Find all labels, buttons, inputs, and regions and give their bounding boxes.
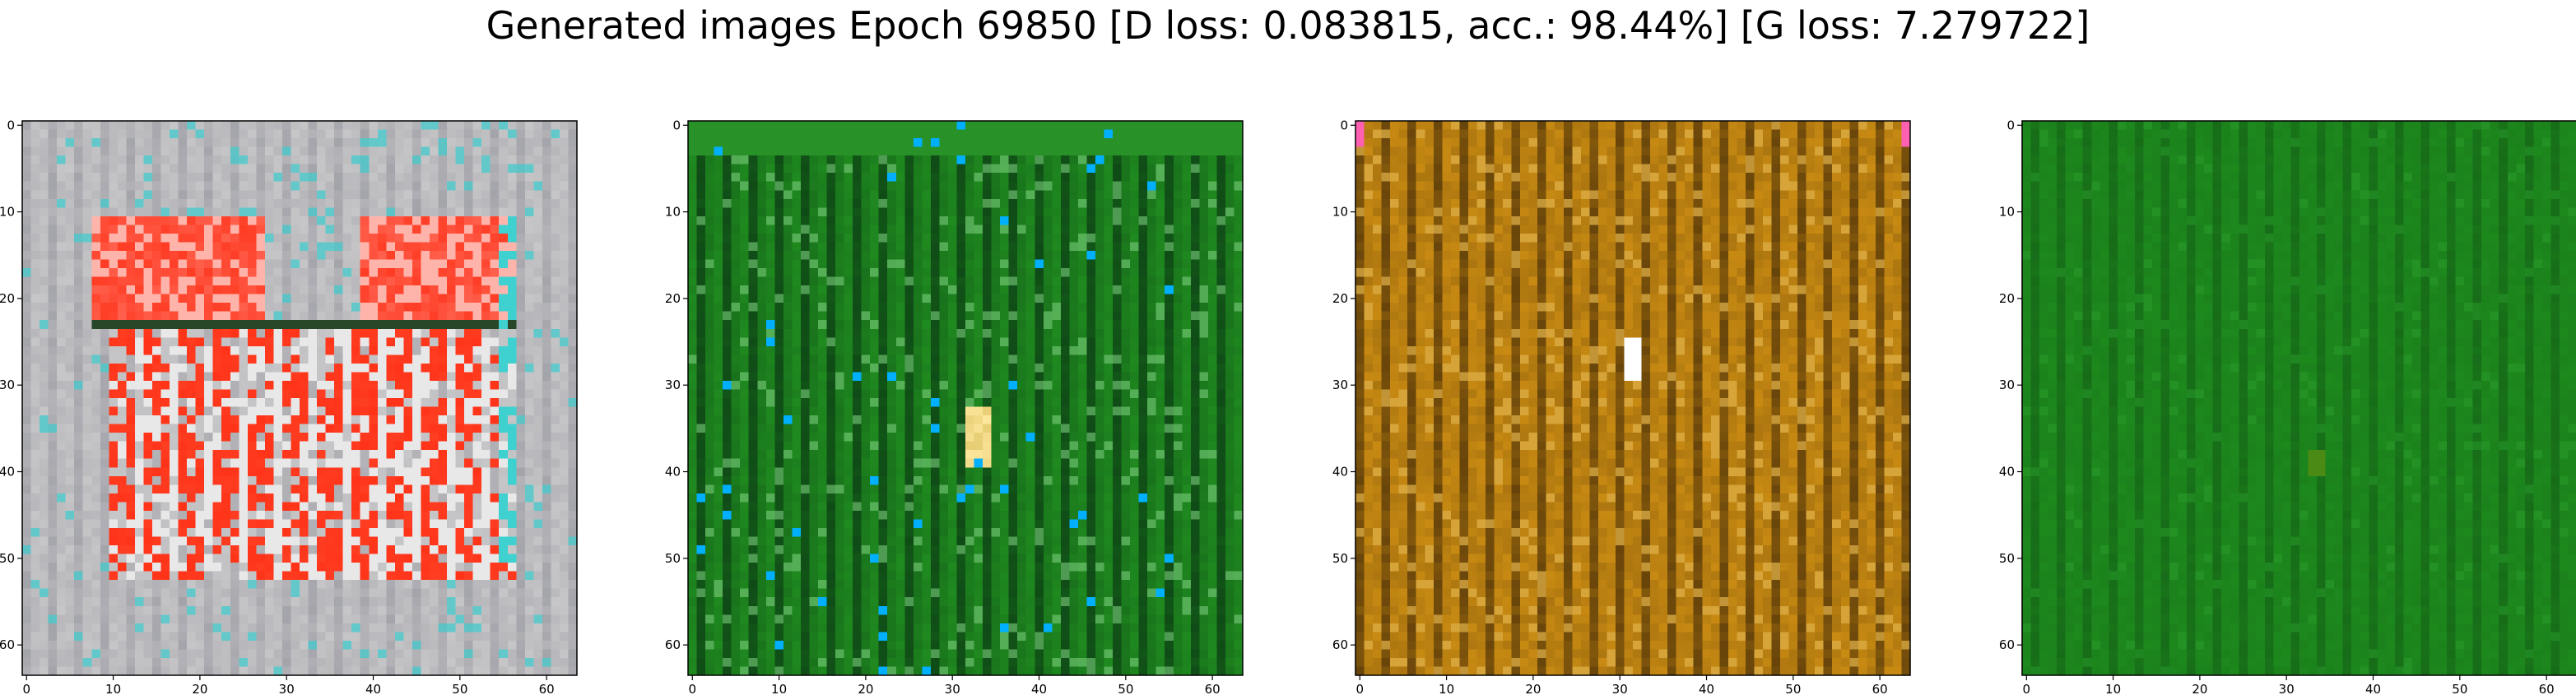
- y-tick-label: 10: [665, 205, 681, 220]
- x-tick-label: 60: [539, 682, 555, 695]
- x-tick-label: 60: [2539, 682, 2555, 695]
- x-tick-label: 0: [2022, 682, 2030, 695]
- x-tick-label: 20: [2192, 682, 2207, 695]
- x-tick-label: 50: [2452, 682, 2467, 695]
- x-tick-label: 0: [22, 682, 30, 695]
- x-tick-label: 60: [1872, 682, 1888, 695]
- x-tick-label: 30: [1612, 682, 1628, 695]
- x-tick-label: 30: [945, 682, 960, 695]
- y-tick-label: 10: [1332, 205, 1348, 220]
- x-tick-label: 20: [192, 682, 207, 695]
- y-tick-label: 40: [0, 465, 15, 480]
- y-tick-label: 40: [665, 465, 681, 480]
- y-tick-label: 50: [1999, 551, 2015, 566]
- y-tick-label: 20: [665, 291, 681, 306]
- panel-frame: [2021, 120, 2576, 676]
- x-tick-label: 10: [2105, 682, 2121, 695]
- panel-frame: [687, 120, 1244, 676]
- generated-image-2: [688, 121, 1243, 675]
- x-tick-label: 30: [2279, 682, 2295, 695]
- y-tick-label: 60: [1999, 637, 2015, 652]
- y-tick-label: 0: [7, 118, 15, 132]
- y-tick-label: 10: [1999, 205, 2015, 220]
- x-tick-label: 40: [2365, 682, 2381, 695]
- y-tick-label: 50: [1332, 551, 1348, 566]
- panel-frame: [1355, 120, 1911, 676]
- x-tick-label: 10: [105, 682, 121, 695]
- y-tick-label: 40: [1332, 465, 1348, 480]
- y-tick-label: 20: [1999, 291, 2015, 306]
- x-tick-label: 20: [1525, 682, 1541, 695]
- generated-image-1: [22, 121, 577, 675]
- y-tick-label: 60: [1332, 637, 1348, 652]
- x-tick-label: 10: [1439, 682, 1454, 695]
- y-tick-label: 0: [672, 118, 681, 132]
- x-tick-label: 10: [771, 682, 787, 695]
- y-tick-label: 60: [665, 637, 681, 652]
- x-tick-label: 60: [1205, 682, 1221, 695]
- image-panel-4: 0 10 20 30 40 50 60 0 10 20 30 40 50 60: [1999, 118, 2576, 695]
- image-panel-2: 0 10 20 30 40 50 60 0 10 20 30 40 50 60: [665, 118, 1244, 695]
- generated-image-4: [2022, 121, 2576, 675]
- x-tick-label: 40: [1031, 682, 1047, 695]
- y-tick-label: 60: [0, 637, 15, 652]
- y-tick-label: 10: [0, 205, 15, 220]
- y-tick-label: 20: [0, 291, 15, 306]
- y-tick-label: 0: [2006, 118, 2015, 132]
- y-tick-label: 20: [1332, 291, 1348, 306]
- x-tick-label: 50: [1118, 682, 1133, 695]
- generated-image-3: [1355, 121, 1910, 675]
- image-panel-1: 0 10 20 30 40 50 60 0 10 20 30 40 50 60: [0, 118, 578, 695]
- y-tick-label: 30: [1999, 378, 2015, 392]
- y-tick-label: 50: [0, 551, 15, 566]
- x-tick-label: 30: [279, 682, 295, 695]
- x-tick-label: 0: [688, 682, 696, 695]
- x-tick-label: 50: [452, 682, 467, 695]
- y-tick-label: 50: [665, 551, 681, 566]
- y-tick-label: 30: [665, 378, 681, 392]
- panel-frame: [21, 120, 578, 676]
- y-tick-label: 30: [0, 378, 15, 392]
- image-panel-3: 0 10 20 30 40 50 60 0 10 20 30 40 50 60: [1332, 118, 1911, 695]
- x-tick-label: 20: [858, 682, 873, 695]
- y-tick-label: 0: [1340, 118, 1348, 132]
- x-tick-label: 50: [1785, 682, 1801, 695]
- x-tick-label: 40: [365, 682, 381, 695]
- x-tick-label: 40: [1699, 682, 1714, 695]
- figure-title: Generated images Epoch 69850 [D loss: 0.…: [486, 3, 2090, 48]
- y-tick-label: 40: [1999, 465, 2015, 480]
- x-tick-label: 0: [1355, 682, 1364, 695]
- y-tick-label: 30: [1332, 378, 1348, 392]
